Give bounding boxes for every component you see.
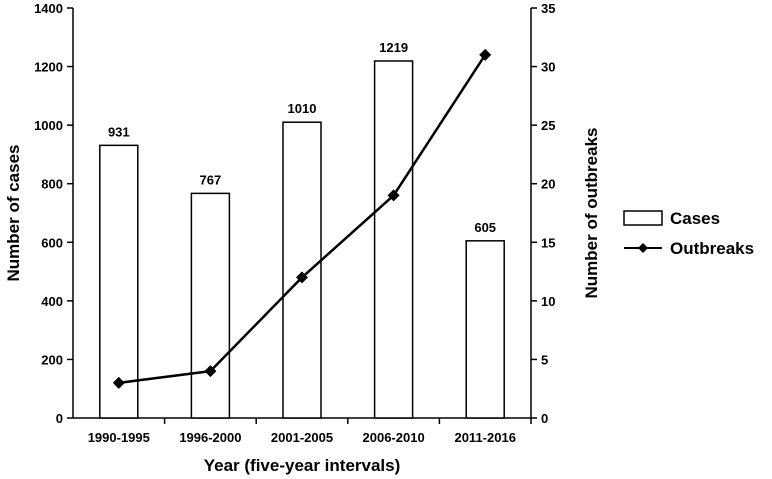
cases-bar: [282, 121, 322, 419]
cases-data-label: 931: [108, 124, 130, 139]
left-y-axis-ticks: 0 200 400 600 800 1000 1200 1400: [34, 1, 73, 426]
x-axis-ticks: 1990-1995 1996-2000 2001-2005 2006-2010 2011…: [88, 418, 532, 445]
left-y-tick-label: 0: [56, 411, 63, 426]
x-tick-label: 2011-2016: [454, 430, 515, 445]
cases-bar: [465, 240, 505, 419]
left-y-tick-label: 1000: [34, 118, 63, 133]
legend-cases-label: Cases: [670, 209, 720, 228]
left-y-tick-label: 1200: [34, 60, 63, 75]
right-y-tick-label: 35: [541, 1, 555, 16]
left-y-tick-label: 400: [41, 294, 63, 309]
legend: Cases Outbreaks: [623, 209, 754, 258]
outbreaks-point: [479, 48, 492, 61]
left-y-tick-label: 800: [41, 177, 63, 192]
left-y-tick-label: 1400: [34, 1, 63, 16]
outbreaks-point: [387, 189, 400, 202]
cases-bar: [373, 60, 414, 419]
cases-data-label: 605: [474, 220, 496, 235]
outbreaks-line-layer: [112, 48, 492, 389]
cases-bar: [99, 144, 139, 419]
right-y-axis-title: Number of outbreaks: [582, 128, 601, 299]
legend-cases-swatch: [623, 210, 663, 226]
x-tick-label: 2006-2010: [363, 430, 425, 445]
left-y-tick-label: 200: [41, 352, 63, 367]
legend-outbreaks-marker: [638, 243, 648, 253]
right-y-tick-label: 20: [541, 177, 555, 192]
legend-outbreaks-label: Outbreaks: [670, 239, 754, 258]
x-tick-label: 2001-2005: [271, 430, 333, 445]
right-y-tick-label: 30: [541, 60, 555, 75]
right-y-tick-label: 5: [541, 352, 548, 367]
right-y-tick-label: 25: [541, 118, 555, 133]
x-tick-label: 1996-2000: [179, 430, 241, 445]
cases-data-label: 1010: [288, 101, 317, 116]
cases-bar: [190, 192, 231, 419]
right-y-axis-ticks: 0 5 10 15 20 25 30 35: [531, 1, 555, 426]
outbreaks-point: [296, 271, 308, 284]
outbreaks-point: [112, 376, 125, 389]
left-y-axis-title: Number of cases: [4, 145, 23, 282]
outbreaks-point: [204, 365, 217, 378]
right-y-tick-label: 10: [541, 294, 555, 309]
x-tick-label: 1990-1995: [88, 430, 150, 445]
right-y-tick-label: 0: [541, 411, 548, 426]
bars: [99, 60, 505, 419]
cases-data-label: 1219: [379, 40, 408, 55]
left-y-tick-label: 600: [41, 235, 63, 250]
x-axis-title: Year (five-year intervals): [204, 456, 401, 475]
right-y-tick-label: 15: [541, 235, 555, 250]
bar-data-labels: 931 767 1010 1219 605: [108, 40, 496, 235]
cases-data-label: 767: [200, 172, 222, 187]
